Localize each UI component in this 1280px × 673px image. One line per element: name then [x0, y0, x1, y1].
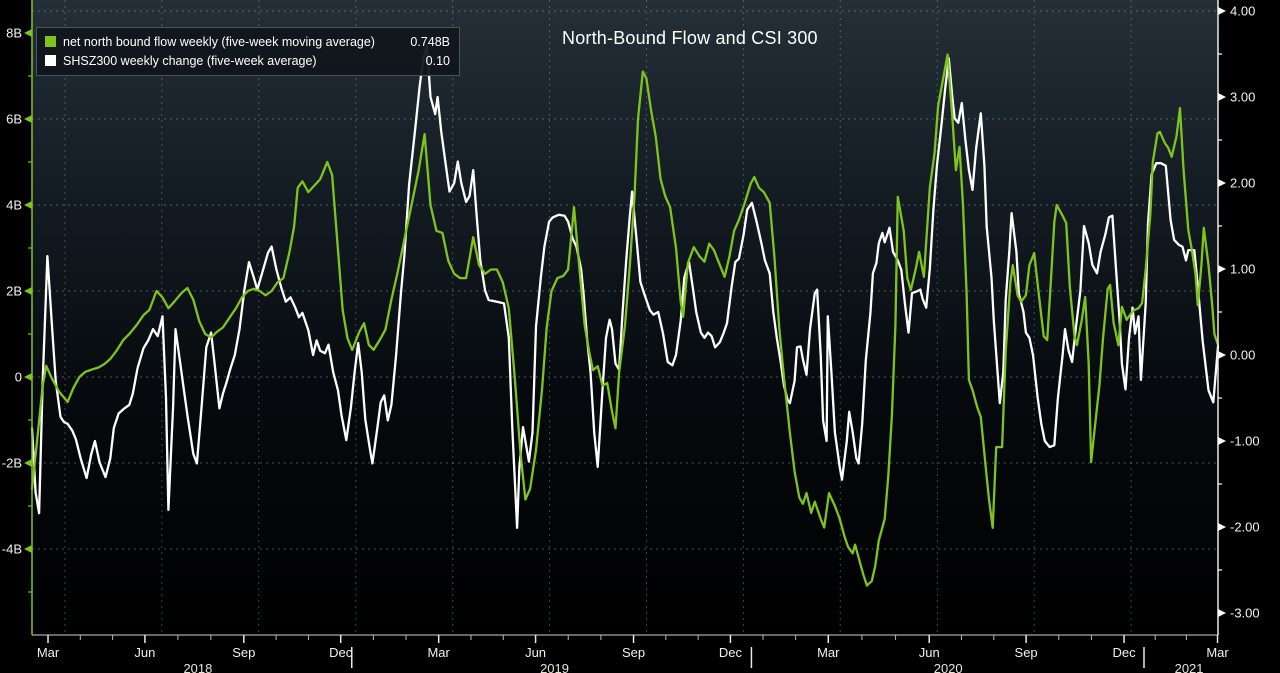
right-axis-tick-label: 1.00: [1230, 261, 1255, 276]
x-axis-month-label: Jun: [525, 645, 546, 660]
x-axis-month-label: Mar: [37, 645, 60, 660]
legend-value: 0.10: [425, 53, 450, 68]
chart-title: North-Bound Flow and CSI 300: [562, 28, 818, 48]
right-axis-tick: [1218, 7, 1226, 16]
x-axis-month-label: Dec: [1113, 645, 1137, 660]
x-axis-month-label: Sep: [622, 645, 645, 660]
left-axis-tick-label: -4B: [2, 541, 22, 556]
left-axis-tick: [24, 544, 32, 553]
legend[interactable]: net north bound flow weekly (five-week m…: [36, 27, 460, 76]
shsz300-series-swatch-icon: [45, 55, 56, 66]
right-axis-tick: [1218, 264, 1226, 273]
left-axis-tick-label: -2B: [2, 455, 22, 470]
left-axis-tick-label: 4B: [6, 197, 22, 212]
right-axis-tick-label: 0.00: [1230, 347, 1255, 362]
right-axis-tick: [1218, 608, 1226, 617]
series-line-northbound-flow[interactable]: [30, 53, 1220, 587]
x-axis-month-label: Sep: [232, 645, 255, 660]
x-axis-month-label: Dec: [719, 645, 743, 660]
x-axis-year-label: 2020: [934, 661, 963, 673]
right-axis-tick-label: 3.00: [1230, 90, 1255, 105]
left-axis-tick-label: 0: [15, 369, 22, 384]
x-axis-month-label: Mar: [1206, 645, 1229, 660]
x-axis-year-label: 2019: [540, 661, 569, 673]
left-axis-tick: [24, 28, 32, 37]
x-axis-month-label: Jun: [919, 645, 940, 660]
legend-label: SHSZ300 weekly change (five-week average…: [63, 53, 317, 68]
right-axis-tick-label: -1.00: [1230, 433, 1260, 448]
x-axis-month-label: Dec: [329, 645, 353, 660]
legend-item-northbound-flow[interactable]: net north bound flow weekly (five-week m…: [45, 32, 450, 51]
right-axis-tick: [1218, 93, 1226, 102]
left-axis-tick-label: 2B: [6, 283, 22, 298]
x-axis-month-label: Jun: [134, 645, 155, 660]
right-axis-tick: [1218, 522, 1226, 531]
northbound-flow-series-swatch-icon: [45, 36, 56, 47]
legend-value: 0.748B: [410, 34, 450, 49]
left-axis-tick: [24, 372, 32, 381]
right-axis-tick: [1218, 436, 1226, 445]
left-axis-tick: [24, 286, 32, 295]
legend-item-shsz300[interactable]: SHSZ300 weekly change (five-week average…: [45, 51, 450, 70]
left-axis-tick: [24, 200, 32, 209]
right-axis-tick-label: 4.00: [1230, 4, 1255, 19]
x-axis-year-label: 2018: [183, 661, 212, 673]
right-axis-tick-label: -2.00: [1230, 519, 1260, 534]
x-axis-month-label: Sep: [1015, 645, 1038, 660]
left-axis-tick: [24, 458, 32, 467]
right-axis-tick: [1218, 179, 1226, 188]
legend-label: net north bound flow weekly (five-week m…: [63, 34, 375, 49]
x-axis-year-label: 2021: [1175, 661, 1204, 673]
right-axis-tick-label: 2.00: [1230, 176, 1255, 191]
left-axis-tick-label: 6B: [6, 111, 22, 126]
x-axis-month-label: Mar: [817, 645, 840, 660]
x-axis-month-label: Mar: [427, 645, 450, 660]
left-axis-tick: [24, 114, 32, 123]
left-axis-tick-label: 8B: [6, 25, 22, 40]
right-axis-tick: [1218, 350, 1226, 359]
series-line-shsz300[interactable]: [30, 44, 1220, 529]
right-axis-tick-label: -3.00: [1230, 605, 1260, 620]
